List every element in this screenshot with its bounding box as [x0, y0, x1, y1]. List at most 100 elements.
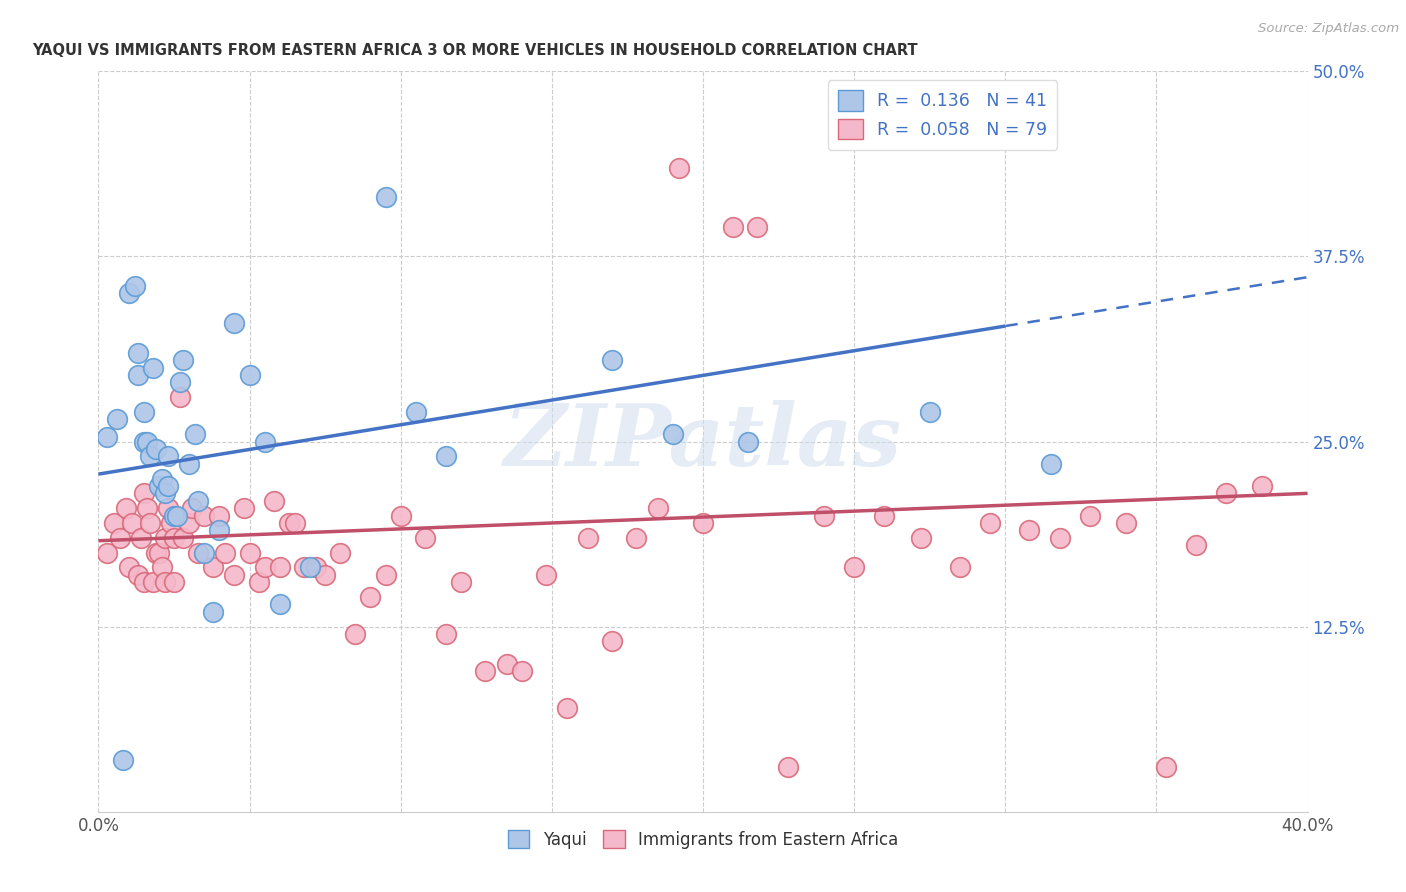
Text: YAQUI VS IMMIGRANTS FROM EASTERN AFRICA 3 OR MORE VEHICLES IN HOUSEHOLD CORRELAT: YAQUI VS IMMIGRANTS FROM EASTERN AFRICA … — [32, 43, 918, 58]
Point — [124, 279, 146, 293]
Point — [139, 516, 162, 530]
Point — [329, 546, 352, 560]
Point — [187, 493, 209, 508]
Point — [127, 368, 149, 382]
Point — [284, 516, 307, 530]
Point — [450, 575, 472, 590]
Point — [193, 508, 215, 523]
Point — [602, 353, 624, 368]
Point — [103, 516, 125, 530]
Point — [153, 486, 176, 500]
Point — [127, 345, 149, 359]
Point — [105, 412, 128, 426]
Point — [121, 516, 143, 530]
Point — [150, 560, 173, 574]
Point — [108, 531, 131, 545]
Point — [305, 560, 328, 574]
Point — [1049, 531, 1071, 545]
Point — [873, 508, 896, 523]
Point — [374, 190, 396, 204]
Point — [692, 516, 714, 530]
Point — [166, 508, 188, 523]
Point — [202, 560, 225, 574]
Point — [269, 598, 291, 612]
Point — [139, 450, 162, 464]
Point — [153, 575, 176, 590]
Point — [150, 471, 173, 485]
Point — [208, 524, 231, 538]
Point — [208, 508, 231, 523]
Point — [127, 567, 149, 582]
Point — [510, 664, 533, 678]
Point — [156, 450, 179, 464]
Point — [142, 575, 165, 590]
Point — [239, 368, 262, 382]
Point — [314, 567, 336, 582]
Point — [360, 590, 382, 604]
Point — [474, 664, 496, 678]
Point — [135, 434, 157, 449]
Point — [747, 219, 769, 234]
Point — [1251, 479, 1274, 493]
Point — [1154, 760, 1177, 774]
Point — [202, 605, 225, 619]
Point — [224, 316, 246, 330]
Point — [172, 353, 194, 368]
Point — [405, 405, 427, 419]
Point — [253, 560, 276, 574]
Point — [232, 501, 254, 516]
Point — [163, 575, 186, 590]
Point — [132, 405, 155, 419]
Point — [344, 627, 367, 641]
Point — [135, 501, 157, 516]
Point — [661, 427, 683, 442]
Point — [239, 546, 262, 560]
Point — [602, 634, 624, 648]
Point — [1215, 486, 1237, 500]
Point — [292, 560, 315, 574]
Point — [647, 501, 669, 516]
Point — [118, 286, 141, 301]
Point — [187, 546, 209, 560]
Point — [949, 560, 972, 574]
Point — [132, 434, 155, 449]
Legend: Yaqui, Immigrants from Eastern Africa: Yaqui, Immigrants from Eastern Africa — [501, 823, 905, 855]
Point — [145, 546, 167, 560]
Point — [184, 427, 207, 442]
Point — [214, 546, 236, 560]
Point — [179, 516, 201, 530]
Point — [111, 753, 134, 767]
Point — [576, 531, 599, 545]
Point — [626, 531, 648, 545]
Point — [910, 531, 932, 545]
Point — [495, 657, 517, 671]
Point — [163, 508, 186, 523]
Point — [156, 479, 179, 493]
Text: Source: ZipAtlas.com: Source: ZipAtlas.com — [1258, 22, 1399, 36]
Point — [813, 508, 835, 523]
Point — [96, 546, 118, 560]
Point — [160, 516, 183, 530]
Point — [169, 390, 191, 404]
Point — [1115, 516, 1137, 530]
Point — [918, 405, 941, 419]
Point — [247, 575, 270, 590]
Point — [389, 508, 412, 523]
Point — [179, 457, 201, 471]
Point — [844, 560, 866, 574]
Point — [96, 430, 118, 444]
Point — [299, 560, 322, 574]
Point — [172, 531, 194, 545]
Point — [132, 575, 155, 590]
Point — [163, 531, 186, 545]
Point — [224, 567, 246, 582]
Point — [1039, 457, 1062, 471]
Point — [142, 360, 165, 375]
Point — [737, 434, 759, 449]
Point — [145, 442, 167, 456]
Point — [193, 546, 215, 560]
Point — [269, 560, 291, 574]
Point — [374, 567, 396, 582]
Point — [169, 376, 191, 390]
Point — [979, 516, 1001, 530]
